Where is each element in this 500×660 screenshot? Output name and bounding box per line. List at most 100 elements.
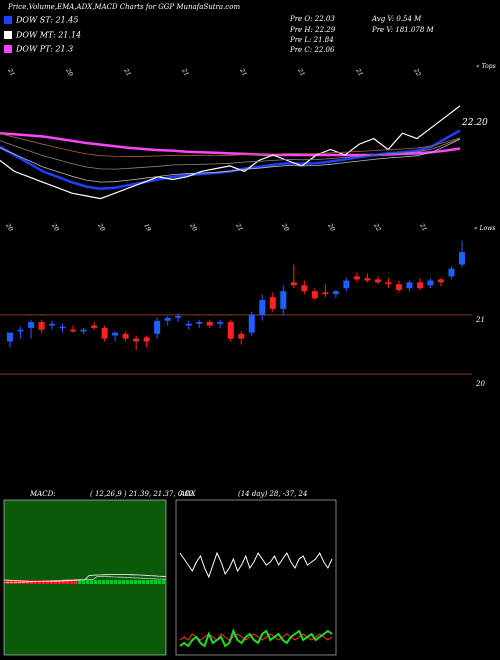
lows-tick-label: 22 <box>372 222 382 233</box>
macd-histogram-bar <box>126 580 129 584</box>
macd-histogram-bar <box>46 580 49 584</box>
ema-last-value: 22.20 <box>462 118 488 128</box>
adx-series-line <box>179 551 333 579</box>
macd-histogram-bar <box>118 580 121 584</box>
price-level-20: 20 <box>476 380 485 388</box>
macd-signal-line <box>4 576 167 583</box>
price-level-21: 21 <box>476 316 485 324</box>
tops-tick-label: 20 <box>64 67 74 78</box>
tops-tick-label: 22 <box>412 67 422 78</box>
candle-body <box>227 321 234 339</box>
candle-body <box>206 321 213 326</box>
candle-body <box>248 314 255 333</box>
macd-histogram-bar <box>58 580 61 584</box>
adx-title: ADX <box>180 490 196 498</box>
candle-body <box>185 323 192 326</box>
chart-title: Price,Volume,EMA,ADX,MACD Charts for GGP… <box>8 3 241 11</box>
candle-body <box>343 280 350 289</box>
candle-body <box>406 282 413 289</box>
candle-body <box>269 297 276 309</box>
legend-label: DOW MT: 21.14 <box>16 30 82 40</box>
macd-histogram-bar <box>54 580 57 584</box>
candle-body <box>175 316 182 318</box>
macd-histogram-bar <box>82 580 85 584</box>
prev-close: Pre C: 22.06 <box>290 46 335 54</box>
tops-tick-label: 21 <box>238 67 248 78</box>
candle-body <box>101 327 108 339</box>
prev-open: Pre O: 22.03 <box>290 15 335 23</box>
macd-histogram-bar <box>162 580 165 584</box>
candle-body <box>217 321 224 324</box>
macd-histogram-bar <box>50 580 53 584</box>
macd-histogram-bar <box>10 580 13 584</box>
candle-body <box>238 333 245 339</box>
macd-histogram-bar <box>138 580 141 584</box>
candle-body <box>143 337 150 342</box>
macd-histogram-bar <box>158 580 161 584</box>
legend-swatch <box>4 45 12 53</box>
macd-histogram-bar <box>122 580 125 584</box>
macd-histogram-bar <box>142 580 145 584</box>
legend-dow-mt: DOW MT: 21.14 <box>4 30 81 40</box>
ema-strand-line <box>0 138 461 170</box>
candle-body <box>459 252 465 265</box>
candle-body <box>196 321 203 324</box>
legend-swatch <box>4 16 12 24</box>
lows-tick-label: 20 <box>326 222 336 233</box>
candle-body <box>38 321 45 330</box>
lows-tick-label: 21 <box>234 222 244 233</box>
candle-body <box>259 300 266 315</box>
lows-tick-label: 20 <box>96 222 106 233</box>
tops-tick-label: 21 <box>180 67 190 78</box>
macd-histogram-bar <box>90 580 93 584</box>
legend-dow-pt: DOW PT: 21.3 <box>4 44 73 54</box>
candle-body <box>133 338 140 342</box>
candle-body <box>385 282 392 285</box>
lows-tick-label: 20 <box>280 222 290 233</box>
lows-tick-label: 19 <box>142 223 152 233</box>
candle-body <box>332 291 339 295</box>
macd-histogram-bar <box>38 580 41 584</box>
adx-series-line <box>179 628 333 648</box>
macd-histogram-bar <box>110 580 113 584</box>
macd-histogram-bar <box>102 580 105 584</box>
candle-body <box>17 329 24 332</box>
ema-series-line <box>0 105 461 200</box>
macd-panel-bg <box>3 499 167 656</box>
candle-body <box>280 291 287 309</box>
macd-histogram-bar <box>70 580 73 584</box>
ema-series-line <box>0 131 461 157</box>
lows-tick-label: 20 <box>188 222 198 233</box>
macd-histogram-bar <box>66 580 69 584</box>
candle-body <box>290 282 297 286</box>
legend-swatch <box>4 31 12 39</box>
candle-body <box>164 317 171 321</box>
candle-body <box>49 323 56 326</box>
macd-histogram-bar <box>42 580 45 584</box>
legend-dow-st: DOW ST: 21.45 <box>4 15 78 25</box>
avg-volume: Avg V: 0.54 M <box>372 15 422 23</box>
lows-tick-label: 20 <box>4 222 14 233</box>
macd-histogram-bar <box>62 580 65 584</box>
legend-label: DOW PT: 21.3 <box>16 44 74 54</box>
macd-histogram-bar <box>114 580 117 584</box>
candle-body <box>364 278 371 281</box>
candle-body <box>7 332 13 342</box>
prev-high: Pre H: 22.29 <box>290 26 336 34</box>
adx-values: (14 day) 28, -37, 24 <box>238 490 308 498</box>
candle-body <box>353 276 360 280</box>
macd-histogram-bar <box>150 580 153 584</box>
candle-body <box>59 326 66 329</box>
adx-panel-bg <box>175 499 337 656</box>
macd-histogram-bar <box>146 580 149 584</box>
candle-body <box>374 279 381 283</box>
tops-tick-label: 21 <box>354 67 364 78</box>
tops-tick-label: 21 <box>296 67 306 78</box>
macd-histogram-bar <box>154 580 157 584</box>
ema-strand-line <box>0 138 461 183</box>
macd-histogram-bar <box>94 580 97 584</box>
macd-title: MACD: <box>30 490 56 498</box>
prev-volume: Pre V: 181.078 M <box>372 26 434 34</box>
